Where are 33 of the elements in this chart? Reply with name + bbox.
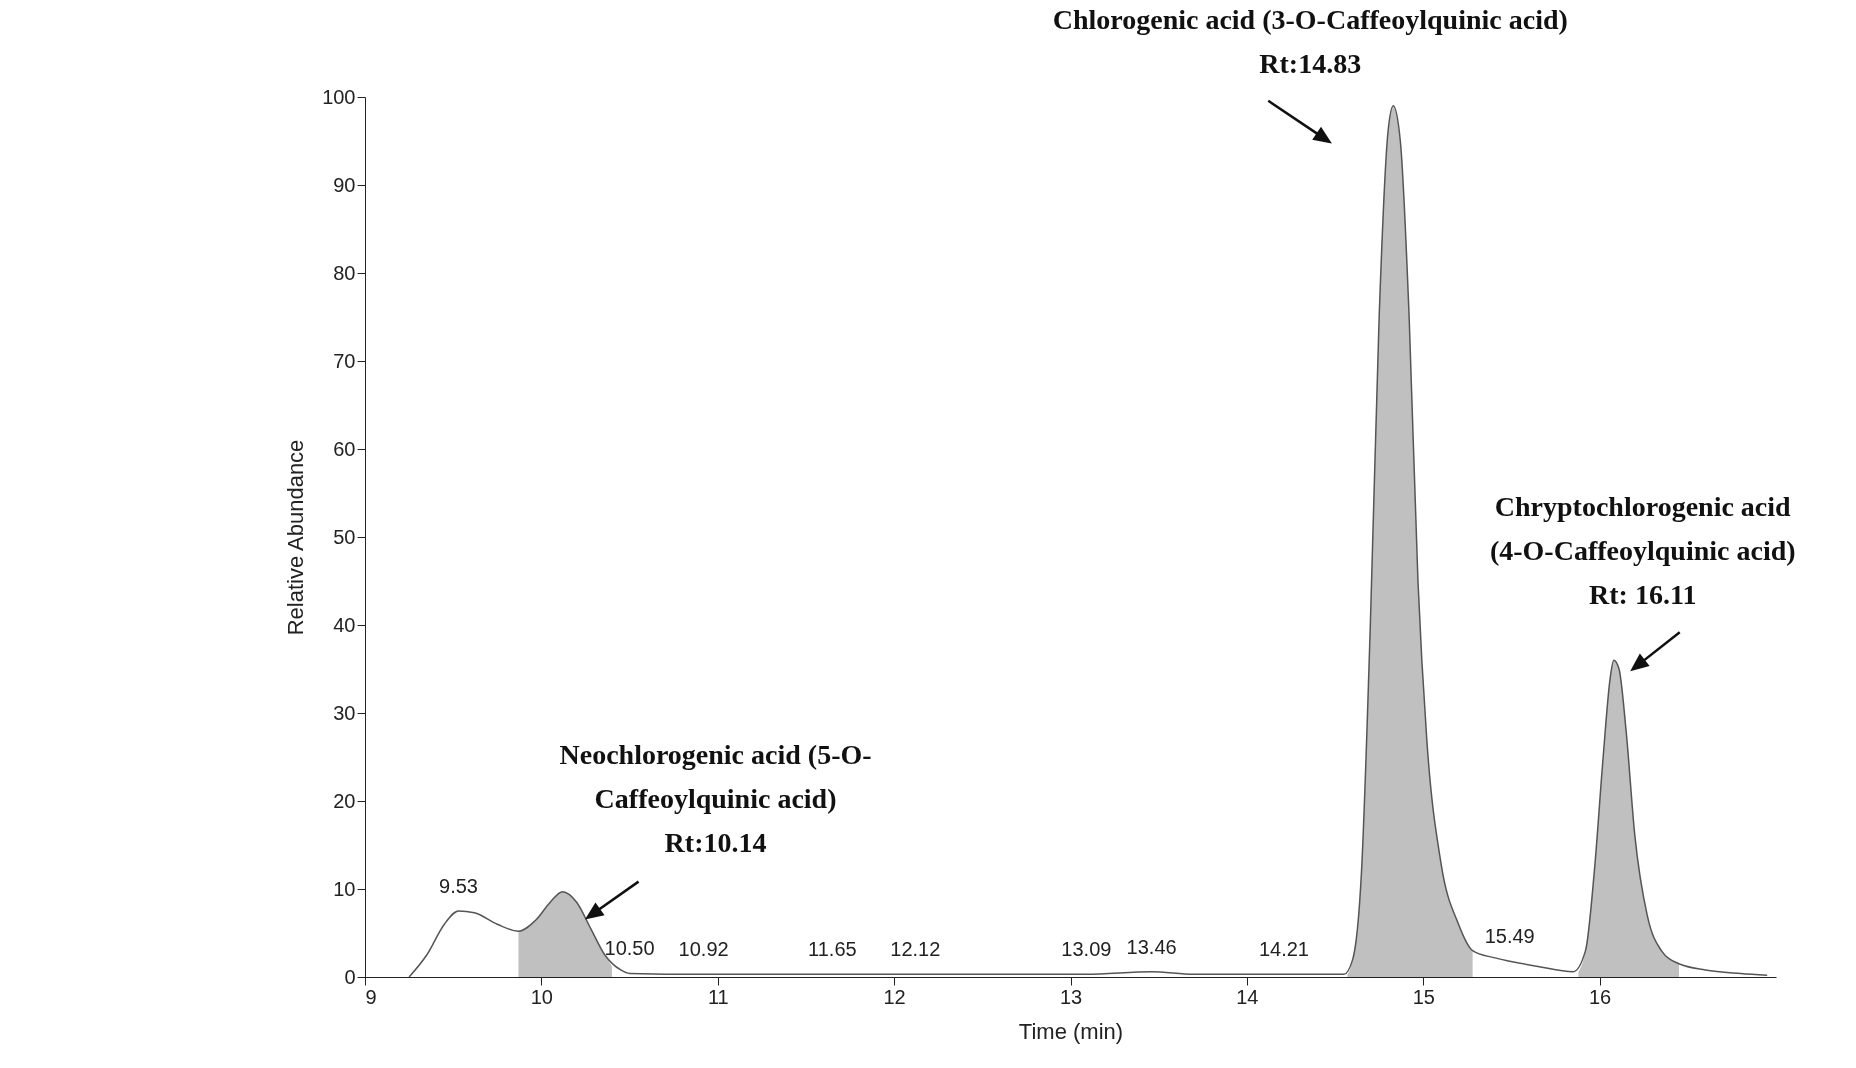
x-tick-label: 10 (530, 985, 553, 1008)
annotation: 13.09 (1061, 938, 1112, 961)
y-tick-label: 40 (333, 613, 356, 636)
x-tick-label: 13 (1059, 985, 1083, 1008)
y-tick-label: 90 (333, 173, 356, 196)
x-axis-title: Time (min) (1018, 1018, 1124, 1044)
y-tick-label: 100 (322, 85, 356, 108)
y-axis-title: Relative Abundance (283, 439, 309, 636)
annotation: 9.53 (439, 875, 478, 897)
annotation: 10.92 (678, 938, 729, 961)
annotation: Chryptochlorogenic acid (4-O-Caffeoylquinic acid) Rt: 16.11 (1489, 491, 1796, 611)
y-tick-label: 10 (333, 877, 356, 900)
y-tick-label: 20 (333, 789, 356, 812)
y-tick-label: 50 (333, 525, 356, 548)
x-tick-label: 14 (1236, 985, 1259, 1008)
annotation: 13.46 (1126, 935, 1177, 958)
y-tick-label: 30 (333, 701, 356, 724)
annotation: 11.65 (808, 938, 857, 961)
annotation: 14.21 (1258, 938, 1309, 961)
annotation: Neochlorogenic acid (5-O- Caffeoylquinic acid) Rt:10.14 (559, 738, 872, 858)
annotation: Chlorogenic acid (3-O-Caffeoylquinic acid) Rt:14.83 (1052, 3, 1568, 79)
y-tick-label: 60 (333, 437, 356, 460)
annotation: 15.49 (1484, 925, 1535, 948)
x-tick-label: 9 (365, 985, 377, 1008)
y-tick-label: 80 (333, 261, 356, 284)
x-tick-label: 16 (1589, 985, 1612, 1008)
y-tick-label: 70 (333, 349, 356, 372)
x-tick-label: 15 (1412, 985, 1435, 1008)
annotation: 12.12 (890, 938, 941, 961)
x-tick-label: 12 (883, 985, 906, 1008)
y-tick-label: 0 (344, 965, 356, 988)
annotation: 10.50 (604, 937, 655, 960)
x-tick-label: 11 (707, 985, 729, 1008)
